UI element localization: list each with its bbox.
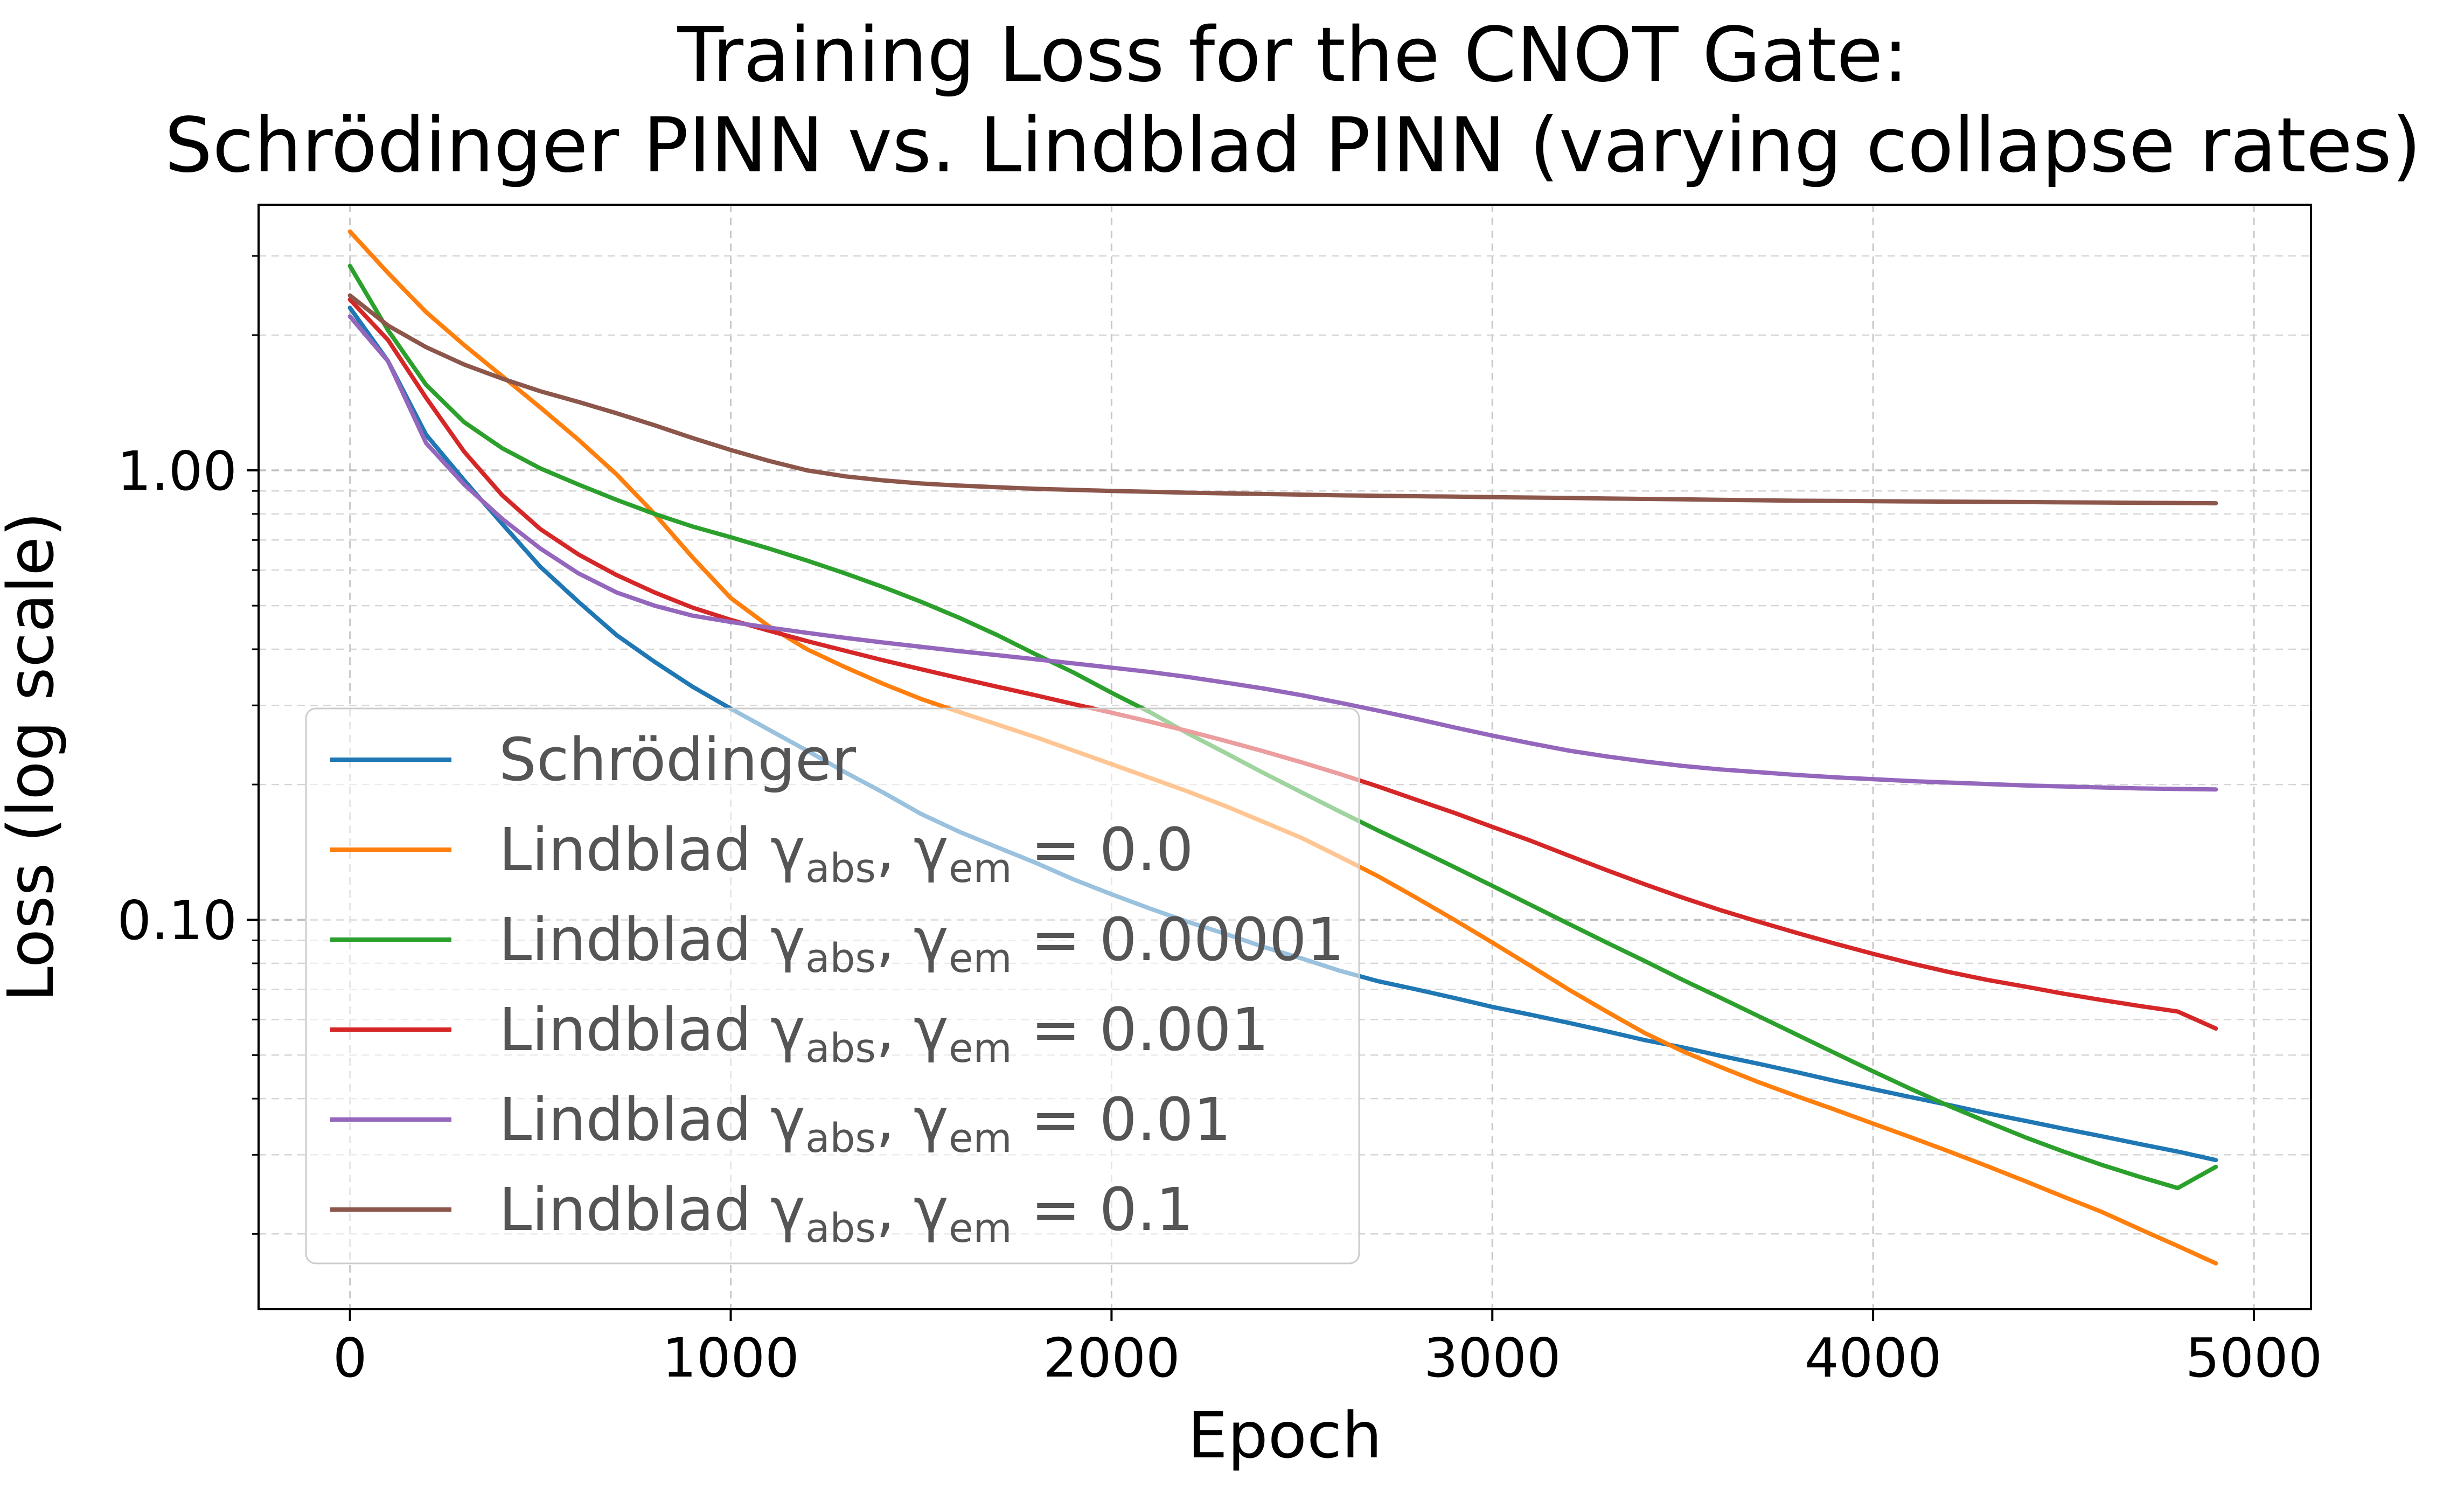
series-line-4 <box>347 314 2218 792</box>
chart-title-line-2: Schrödinger PINN vs. Lindblad PINN (vary… <box>164 102 2421 190</box>
y-axis-label: Loss (log scale) <box>0 512 68 1002</box>
x-tick-label: 1000 <box>662 1326 799 1389</box>
y-tick-label: 1.00 <box>117 440 237 503</box>
y-tick-label: 0.10 <box>117 889 237 952</box>
legend-label-2: Lindblad γabs, γem = 0.00001 <box>499 905 1345 982</box>
x-tick-label: 5000 <box>2185 1326 2323 1389</box>
legend-label-3: Lindblad γabs, γem = 0.001 <box>499 995 1269 1072</box>
legend-label-5: Lindblad γabs, γem = 0.1 <box>499 1175 1194 1252</box>
x-axis-label: Epoch <box>1187 1398 1382 1472</box>
x-tick-label: 2000 <box>1043 1326 1180 1389</box>
x-tick-label: 0 <box>333 1326 367 1389</box>
chart-title-line-1: Training Loss for the CNOT Gate: <box>677 11 1909 99</box>
axis-ticks: 0 1000 2000 3000 4000 5000 0.10 1.00 <box>117 255 2323 1389</box>
x-tick-label: 3000 <box>1424 1326 1561 1389</box>
series-line-5 <box>347 293 2218 506</box>
legend-box <box>305 707 1360 1264</box>
x-tick-label: 4000 <box>1805 1326 1942 1389</box>
plot-frame <box>257 204 2312 1310</box>
legend-label-0: Schrödinger <box>499 725 857 794</box>
